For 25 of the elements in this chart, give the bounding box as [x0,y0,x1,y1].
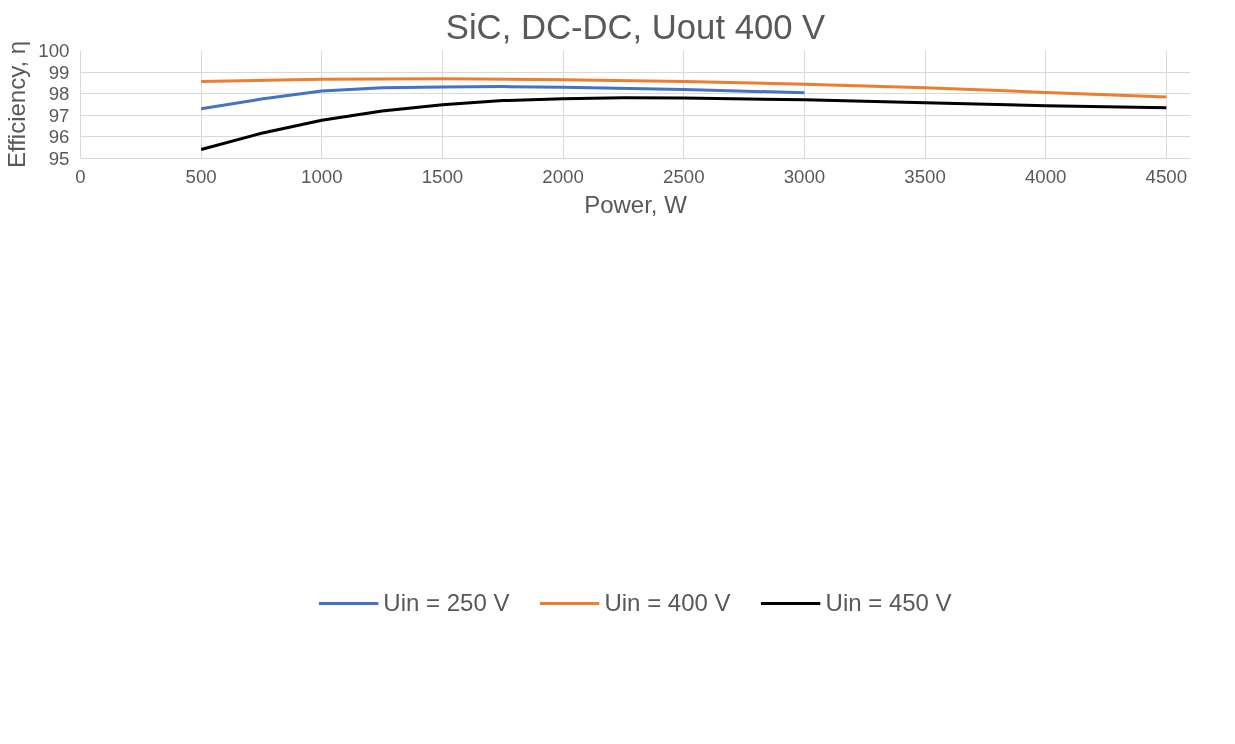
line-series [199,96,1168,151]
y-axis-title: Efficiency, η [3,40,31,169]
x-tick-label: 2000 [542,165,584,187]
x-tick-label: 3000 [783,165,826,187]
x-tick-label: 3500 [904,165,946,187]
legend-label: Uin = 250 V [383,589,510,617]
x-tick-label: 4000 [1024,165,1067,187]
x-axis-title: Power, W [584,190,688,218]
legend-label: Uin = 450 V [825,589,952,617]
x-tick-label: 2500 [663,165,705,187]
line-series [199,77,1168,99]
x-tick-label: 0 [75,165,86,187]
y-tick-label: 96 [48,126,70,148]
y-tick-label: 100 [38,40,70,61]
x-tick-label: 1500 [421,165,464,187]
chart-title: SiC, DC-DC, Uout 400 V [445,7,826,46]
y-tick-label: 99 [48,61,70,83]
x-tick-label: 1000 [301,165,343,187]
y-tick-label: 97 [48,104,70,126]
x-tick-label: 4500 [1145,165,1188,187]
x-tick-label: 500 [185,165,217,187]
y-tick-label: 98 [48,83,70,105]
line-series [199,85,806,111]
legend-label: Uin = 400 V [604,589,731,617]
y-tick-label: 95 [48,148,70,169]
